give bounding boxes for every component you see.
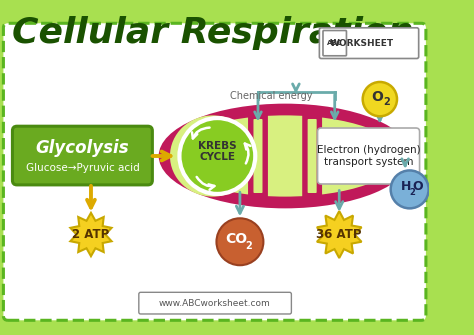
Text: CO: CO (225, 232, 247, 246)
Text: 2: 2 (383, 97, 390, 107)
Text: Glycolysis: Glycolysis (36, 139, 129, 157)
FancyBboxPatch shape (139, 292, 292, 314)
Text: ABC: ABC (327, 40, 343, 46)
Text: Electron (hydrogen)
transport system: Electron (hydrogen) transport system (317, 145, 420, 167)
FancyBboxPatch shape (308, 119, 317, 193)
Ellipse shape (171, 115, 400, 197)
Circle shape (180, 118, 255, 194)
Text: WORKSHEET: WORKSHEET (330, 39, 394, 48)
Text: 2: 2 (246, 241, 252, 251)
Text: 2: 2 (410, 188, 415, 197)
Text: KREBS
CYCLE: KREBS CYCLE (198, 141, 237, 162)
FancyBboxPatch shape (302, 113, 322, 199)
FancyBboxPatch shape (254, 119, 263, 193)
Text: O: O (412, 180, 423, 193)
Text: www.ABCworksheet.com: www.ABCworksheet.com (159, 298, 271, 308)
FancyBboxPatch shape (318, 128, 419, 184)
Text: Chemical energy: Chemical energy (230, 91, 313, 101)
Text: Glucose→Pyruvic acid: Glucose→Pyruvic acid (26, 163, 139, 173)
Text: 2 ATP: 2 ATP (73, 228, 109, 241)
Polygon shape (317, 211, 362, 258)
Circle shape (363, 82, 397, 116)
Text: O: O (371, 90, 383, 104)
Text: Cellular Respiration: Cellular Respiration (11, 16, 413, 50)
FancyBboxPatch shape (12, 126, 152, 185)
Text: 36 ATP: 36 ATP (317, 228, 362, 241)
FancyBboxPatch shape (319, 28, 419, 59)
FancyBboxPatch shape (3, 23, 426, 320)
Circle shape (391, 171, 428, 208)
Ellipse shape (170, 115, 256, 197)
Polygon shape (70, 213, 111, 256)
Circle shape (217, 218, 264, 265)
FancyBboxPatch shape (323, 30, 346, 56)
Ellipse shape (159, 104, 411, 208)
Text: H: H (401, 180, 411, 193)
FancyBboxPatch shape (248, 113, 268, 199)
